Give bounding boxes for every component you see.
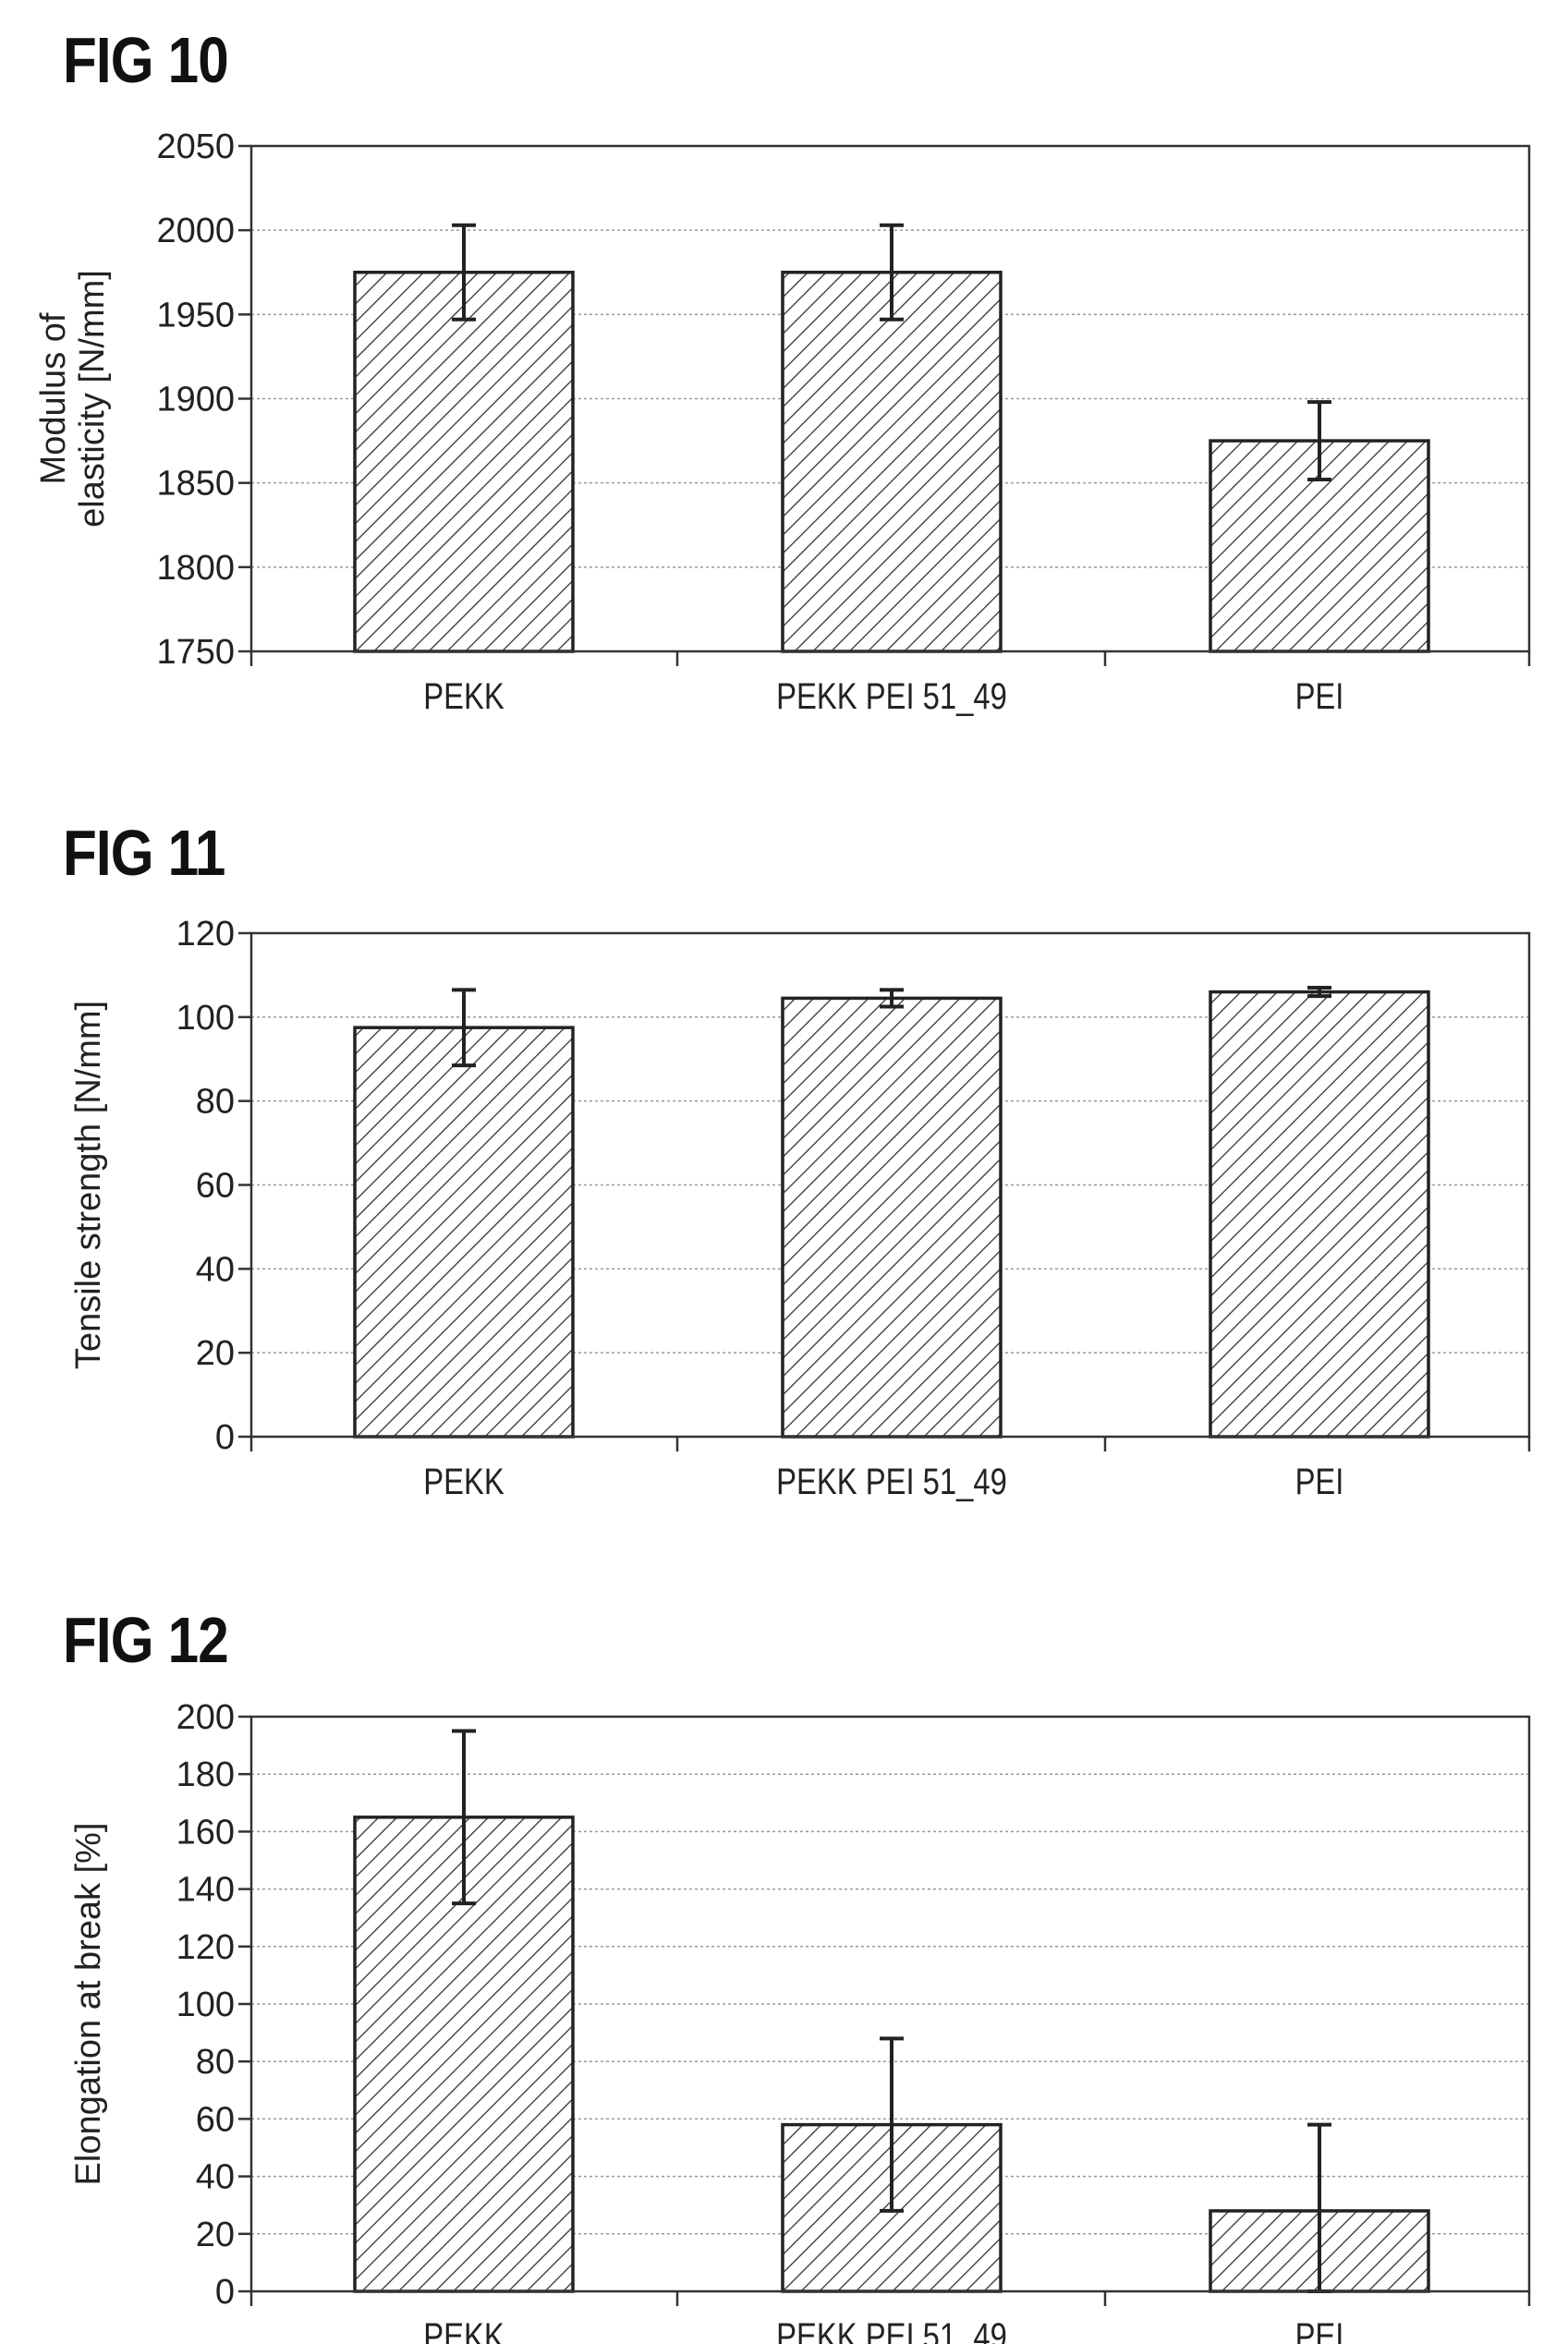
y-tick-label: 100 [176,999,235,1038]
y-tick-label: 80 [196,1083,235,1122]
bar [781,271,1003,653]
y-axis-label: Elongation at break [%] [69,1823,108,2186]
y-tick-label: 140 [176,1871,235,1910]
y-tick-label: 2050 [156,128,235,166]
y-tick-label: 1850 [156,465,235,504]
x-category-label: PEKK [423,675,504,717]
bar [781,996,1003,1439]
y-tick-label: 60 [196,1167,235,1206]
bar [1209,990,1430,1439]
y-tick-label: 2000 [156,212,235,250]
y-axis-label: Tensile strength [N/mm] [69,1001,108,1369]
x-category-label: PEKK PEI 51_49 [776,675,1007,717]
figure-title: FIG 10 [63,24,229,96]
y-tick-label: 100 [176,1986,235,2024]
y-tick-label: 160 [176,1813,235,1852]
x-category-label: PEKK [423,2315,504,2344]
bar [353,1026,575,1439]
y-axis-label: elasticity [N/mm] [73,270,112,528]
y-tick-label: 0 [215,1418,235,1457]
chart-group-2: 0 20 40 60 80 100 120 140 160 180 200 PEKK PEKK PEI … [69,1698,1531,2344]
y-axis-label: Modulus of [34,312,73,484]
y-tick-label: 60 [196,2100,235,2139]
y-tick-label: 180 [176,1755,235,1794]
y-tick-label: 1800 [156,549,235,588]
x-category-label: PEKK [423,1461,504,1502]
x-category-label: PEI [1295,675,1344,717]
chart-group-0: 1750 1800 1850 1900 1950 2000 2050 PEKK PEKK PEI… [34,128,1531,717]
x-category-label: PEI [1295,1461,1344,1502]
y-tick-label: 20 [196,2216,235,2254]
y-tick-label: 80 [196,2043,235,2082]
x-category-label: PEI [1295,2315,1344,2344]
y-tick-label: 120 [176,915,235,953]
figure-title: FIG 12 [63,1604,229,1676]
y-tick-label: 200 [176,1698,235,1737]
x-category-label: PEKK PEI 51_49 [776,2315,1007,2344]
y-tick-label: 120 [176,1928,235,1967]
chart-group-1: 0 20 40 60 80 100 120 PEKK PEKK PEI 51_49 PEI Tens… [69,915,1531,1502]
y-tick-label: 0 [215,2273,235,2312]
y-tick-label: 1950 [156,296,235,334]
y-tick-label: 1750 [156,633,235,672]
y-tick-label: 40 [196,2158,235,2197]
y-tick-label: 40 [196,1250,235,1289]
y-tick-label: 20 [196,1334,235,1373]
y-tick-label: 1900 [156,381,235,419]
bar [353,271,575,653]
x-category-label: PEKK PEI 51_49 [776,1461,1007,1502]
figure-title: FIG 11 [63,817,225,889]
